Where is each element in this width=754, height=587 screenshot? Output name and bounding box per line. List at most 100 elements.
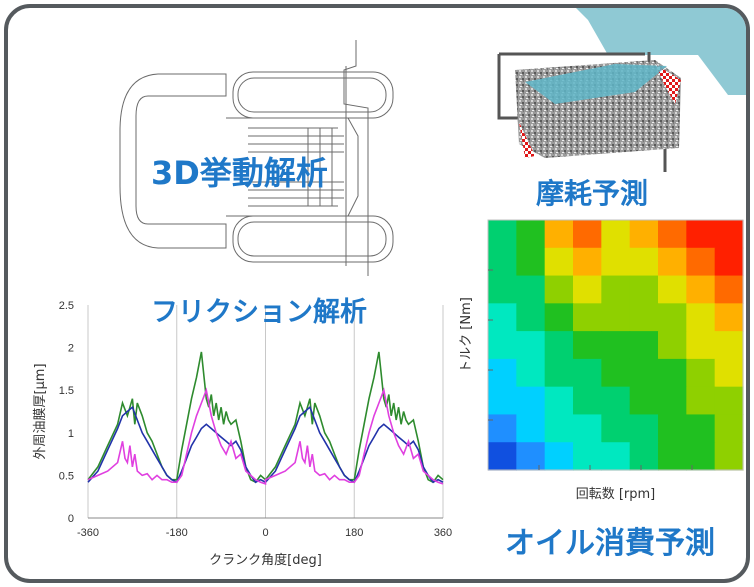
heatmap-cell [516, 331, 546, 360]
heatmap-cell [629, 358, 659, 388]
heatmap-cell [686, 303, 716, 332]
heatmap-cell [601, 358, 631, 388]
heatmap-cell [573, 358, 602, 388]
heatmap-cell [714, 247, 744, 277]
heatmap-cell [658, 303, 687, 332]
heatmap-cell [488, 386, 517, 416]
friction-line-chart: -360 -180 0 180 360 0 0.5 1 1.5 2 2.5 クランク角度[deg] 外周… [33, 300, 452, 568]
heatmap-cell [544, 303, 574, 332]
heatmap-cell [601, 220, 631, 249]
oil-heatmap-chart: 回転数 [rpm] トルク [Nm] [459, 219, 744, 502]
x-axis-title: クランク角度[deg] [209, 552, 322, 568]
heatmap-cell [488, 414, 517, 443]
heatmap-cell [686, 220, 716, 249]
series-line-3 [87, 387, 444, 486]
heatmap-cell [686, 386, 716, 416]
heatmap-cell [544, 414, 574, 443]
heatmap-cell [714, 358, 744, 388]
heatmap-cell [544, 442, 574, 471]
heatmap-cell [573, 442, 602, 471]
x-tick-label: 0 [262, 527, 268, 539]
heatmap-cell [714, 331, 744, 360]
heatmap-cell [573, 414, 602, 443]
piston-3d-drawing [119, 40, 394, 276]
heatmap-cell [658, 220, 687, 249]
heatmap-cell [488, 331, 517, 360]
heatmap-border [487, 219, 744, 471]
heatmap-cell [573, 386, 602, 416]
x-tick-label: -360 [77, 527, 99, 539]
heatmap-cell [629, 386, 659, 416]
heatmap-cell [686, 442, 716, 471]
heatmap-cell [629, 414, 659, 443]
heatmap-cell [516, 358, 546, 388]
heatmap-cell [516, 220, 546, 249]
heatmap-cell [516, 275, 546, 304]
heatmap-cell [601, 442, 631, 471]
heatmap-cell [601, 275, 631, 304]
heatmap-cell [544, 331, 574, 360]
heatmap-cell [573, 275, 602, 304]
heatmap-cell [544, 275, 574, 304]
heatmap-cell [573, 303, 602, 332]
y-axis-title: 外周油膜厚[μm] [33, 363, 48, 459]
heatmap-cell [714, 386, 744, 416]
heatmap-cell [488, 303, 517, 332]
heatmap-cell [544, 220, 574, 249]
heatmap-cell [544, 386, 574, 416]
heatmap-cell [629, 303, 659, 332]
heatmap-cell [629, 331, 659, 360]
heatmap-cell [573, 331, 602, 360]
corner-decoration [576, 8, 746, 95]
label-oil-consumption: オイル消費予測 [505, 526, 715, 561]
heatmap-cell [544, 247, 574, 277]
content-frame: -360 -180 0 180 360 0 0.5 1 1.5 2 2.5 クランク角度[deg] 外周… [4, 4, 750, 583]
heatmap-cell [516, 414, 546, 443]
heatmap-cell [544, 358, 574, 388]
label-friction: フリクション解析 [151, 297, 367, 328]
heatmap-cell [658, 414, 687, 443]
heatmap-cell [686, 358, 716, 388]
wear-surface-image [497, 52, 681, 172]
y-tick-label: 0.5 [59, 470, 74, 482]
heatmap-cell [601, 331, 631, 360]
x-tick-label: 180 [345, 527, 363, 539]
heatmap-cell [714, 220, 744, 249]
heatmap-cell [658, 358, 687, 388]
y-axis-title: トルク [Nm] [459, 297, 474, 373]
heatmap-cell [658, 247, 687, 277]
heatmap-cell [686, 275, 716, 304]
heatmap-cell [488, 442, 517, 471]
heatmap-cell [714, 414, 744, 443]
heatmap-cell [658, 331, 687, 360]
heatmap-cell [488, 358, 517, 388]
heatmap-cell [573, 220, 602, 249]
heatmap-cell [601, 414, 631, 443]
heatmap-cell [686, 331, 716, 360]
label-3d-behavior: 3D挙動解析 [151, 154, 328, 192]
heatmap-cell [658, 386, 687, 416]
heatmap-cell [658, 275, 687, 304]
heatmap-cell [686, 414, 716, 443]
heatmap-cell [629, 275, 659, 304]
heatmap-cell [516, 247, 546, 277]
heatmap-cell [714, 303, 744, 332]
x-axis-title: 回転数 [rpm] [576, 487, 656, 502]
heatmap-cell [516, 386, 546, 416]
y-tick-label: 0 [68, 513, 74, 525]
heatmap-cell [629, 247, 659, 277]
x-tick-label: -180 [166, 527, 188, 539]
heatmap-cell [658, 442, 687, 471]
heatmap-cell [601, 386, 631, 416]
heatmap-cell [488, 220, 517, 249]
heatmap-cell [601, 303, 631, 332]
y-tick-label: 2.5 [59, 300, 74, 312]
heatmap-cell [714, 275, 744, 304]
heatmap-cell [516, 442, 546, 471]
heatmap-cell [573, 247, 602, 277]
heatmap-cell [714, 442, 744, 471]
heatmap-cell [629, 220, 659, 249]
heatmap-cell [516, 303, 546, 332]
heatmap-cell [488, 247, 517, 277]
heatmap-cell [601, 247, 631, 277]
